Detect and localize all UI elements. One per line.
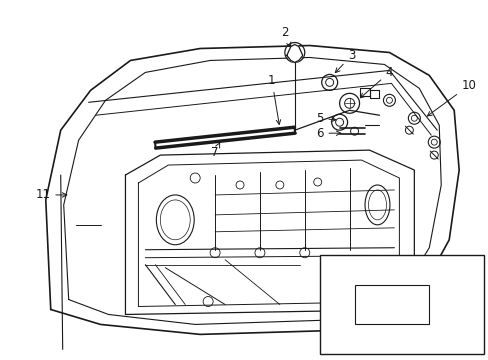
Text: 11: 11 bbox=[35, 188, 67, 202]
Bar bbox=[319, 255, 483, 354]
Text: 7: 7 bbox=[211, 143, 220, 159]
Text: 3: 3 bbox=[335, 49, 355, 73]
Text: 6: 6 bbox=[315, 127, 340, 140]
Polygon shape bbox=[286, 45, 302, 62]
Text: 4: 4 bbox=[360, 66, 392, 98]
Bar bbox=[354, 285, 428, 324]
Text: 9: 9 bbox=[365, 255, 391, 273]
Text: 2: 2 bbox=[281, 26, 290, 47]
Text: 10: 10 bbox=[427, 79, 476, 116]
Text: 5: 5 bbox=[315, 112, 335, 125]
Text: 1: 1 bbox=[267, 74, 280, 125]
Text: 8: 8 bbox=[333, 283, 350, 296]
